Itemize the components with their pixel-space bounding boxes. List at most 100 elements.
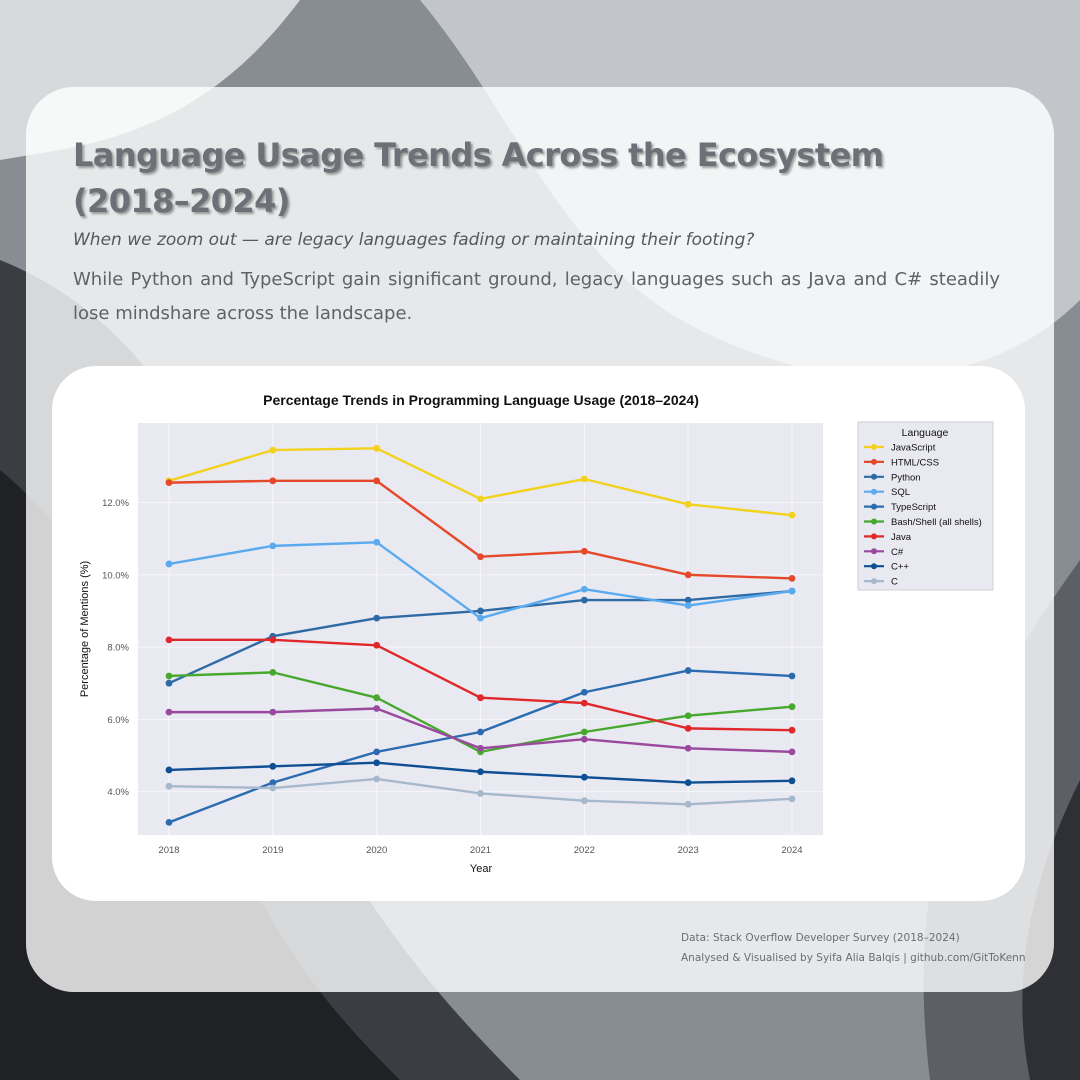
data-point [580, 735, 588, 743]
legend-label: SQL [891, 487, 910, 498]
data-point [580, 547, 588, 555]
legend-label: HTML/CSS [891, 457, 939, 468]
data-point [684, 667, 692, 674]
data-point [684, 500, 692, 508]
data-point [373, 705, 381, 712]
data-point [269, 784, 277, 792]
credits: Data: Stack Overflow Developer Survey (2… [681, 928, 1041, 968]
legend-item: C++ [864, 562, 909, 573]
x-tick-label: 2022 [574, 845, 595, 856]
x-tick-label: 2020 [366, 845, 387, 856]
description-text: While Python and TypeScript gain signifi… [73, 269, 1000, 324]
data-point [580, 797, 588, 805]
data-point [165, 479, 173, 487]
legend-swatch-marker [871, 563, 877, 570]
legend-item: Python [864, 472, 921, 483]
legend-item: Java [864, 532, 912, 543]
x-tick-label: 2019 [262, 845, 283, 856]
y-tick-label: 12.0% [102, 498, 129, 509]
y-axis-label: Percentage of Mentions (%) [79, 561, 91, 697]
x-axis-ticks: 2018 2019 2020 2021 2022 2023 2024 [158, 845, 802, 856]
series-c [165, 705, 796, 756]
data-point [165, 766, 173, 774]
legend-item: JavaScript [864, 443, 936, 454]
legend-swatch-marker [871, 444, 877, 450]
legend-item: Bash/Shell (all shells) [864, 517, 982, 528]
x-tick-label: 2024 [781, 845, 802, 856]
data-point [269, 668, 277, 676]
data-point [373, 444, 381, 452]
data-point [684, 779, 692, 786]
data-point [477, 694, 484, 702]
legend-item: TypeScript [864, 502, 936, 513]
data-point [580, 475, 588, 483]
data-point [580, 688, 588, 696]
data-point [580, 773, 588, 781]
legend-swatch-marker [871, 533, 877, 540]
legend-swatch-marker [871, 488, 877, 495]
page-subtitle: When we zoom out — are legacy languages … [73, 230, 755, 250]
data-point [373, 694, 381, 702]
data-point [269, 762, 277, 770]
data-point [373, 477, 381, 485]
data-point [477, 553, 484, 561]
series-typescript [165, 667, 796, 826]
series-c [165, 775, 796, 808]
series-html-css [165, 477, 796, 582]
legend-swatch-marker [871, 503, 877, 510]
y-tick-label: 10.0% [102, 570, 129, 581]
data-point [477, 768, 484, 776]
series-c [165, 759, 796, 786]
y-tick-label: 4.0% [107, 787, 129, 798]
legend-label: Python [891, 472, 921, 483]
series-lines [165, 444, 796, 826]
data-point [684, 800, 692, 808]
x-tick-label: 2021 [470, 845, 491, 856]
series-java [165, 636, 796, 734]
data-point [165, 672, 173, 680]
data-point [165, 679, 173, 687]
x-tick-label: 2023 [678, 845, 699, 856]
data-point [477, 790, 484, 797]
legend-swatch-marker [871, 458, 877, 465]
data-point [788, 795, 796, 803]
data-source: Data: Stack Overflow Developer Survey (2… [681, 932, 960, 944]
data-point [580, 596, 588, 604]
data-point [477, 744, 484, 752]
data-point [684, 596, 692, 604]
data-point [165, 636, 173, 644]
data-point [788, 575, 796, 582]
data-point [477, 607, 484, 615]
data-point [165, 560, 173, 568]
data-point [684, 724, 692, 732]
legend-item: HTML/CSS [864, 457, 939, 468]
legend-label: C# [891, 547, 904, 558]
data-point [684, 712, 692, 720]
data-point [477, 728, 484, 736]
data-point [269, 779, 277, 786]
legend-item: C# [864, 547, 904, 558]
data-point [269, 542, 277, 550]
legend-title: Language [902, 427, 949, 439]
data-point [477, 495, 484, 503]
legend-label: C++ [891, 562, 909, 573]
y-axis-ticks: 4.0% 6.0% 8.0% 10.0% 12.0% [102, 498, 129, 798]
data-point [788, 726, 796, 734]
x-tick-label: 2018 [158, 845, 179, 856]
legend: Language JavaScript HTML/CSS Python SQL Type… [857, 421, 994, 591]
chart-title: Percentage Trends in Programming Languag… [263, 392, 699, 408]
legend-swatch-marker [871, 473, 877, 480]
data-point [165, 782, 173, 790]
data-point [373, 538, 381, 546]
legend-label: Java [891, 532, 912, 543]
legend-swatch-marker [871, 578, 877, 585]
author-credit: Analysed & Visualised by Syifa Alia Balq… [681, 952, 1026, 964]
data-point [684, 744, 692, 752]
series-javascript [165, 444, 796, 519]
data-point [373, 748, 381, 756]
data-point [788, 777, 796, 785]
legend-items: JavaScript HTML/CSS Python SQL TypeScript Bas… [864, 443, 982, 588]
line-chart: Percentage Trends in Programming Languag… [79, 392, 994, 875]
data-point [269, 477, 277, 485]
series-sql [165, 538, 796, 622]
